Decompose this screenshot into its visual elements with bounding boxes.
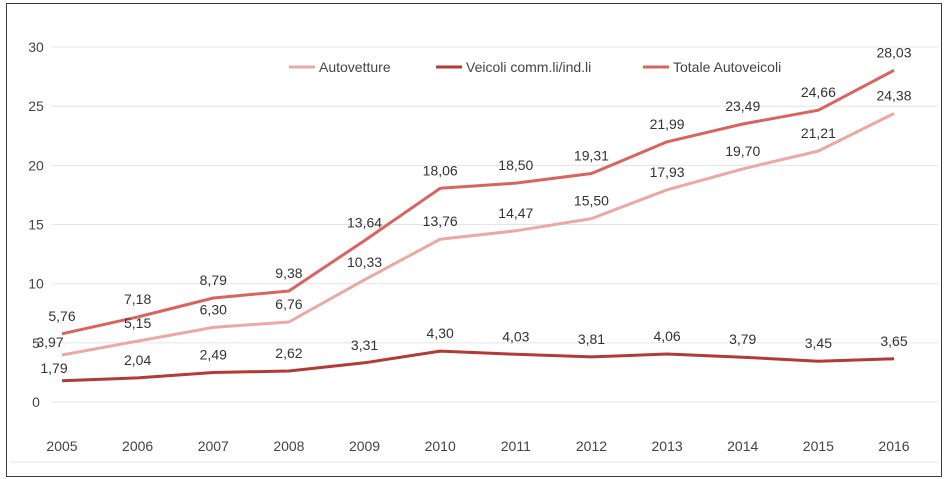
series-line bbox=[61, 112, 895, 357]
data-label: 7,18 bbox=[124, 291, 151, 307]
data-label: 19,70 bbox=[725, 143, 760, 159]
series-line bbox=[61, 349, 895, 383]
legend-label: Autovetture bbox=[319, 59, 391, 75]
data-label: 23,49 bbox=[725, 98, 760, 114]
data-label: 3,45 bbox=[805, 335, 832, 351]
data-label: 18,50 bbox=[498, 157, 533, 173]
data-label: 6,30 bbox=[200, 301, 227, 317]
series-line bbox=[61, 68, 895, 336]
data-label: 2,62 bbox=[275, 345, 302, 361]
data-label: 2,49 bbox=[200, 347, 227, 363]
y-tick-label: 0 bbox=[32, 394, 40, 410]
data-label: 14,47 bbox=[498, 205, 533, 221]
x-tick-label: 2015 bbox=[803, 438, 834, 454]
chart-frame bbox=[6, 3, 942, 477]
data-label: 5,15 bbox=[124, 315, 151, 331]
x-tick-label: 2014 bbox=[727, 438, 758, 454]
data-label: 3,31 bbox=[351, 337, 378, 353]
x-tick-label: 2010 bbox=[425, 438, 456, 454]
data-label: 21,99 bbox=[650, 116, 685, 132]
data-label: 24,38 bbox=[876, 88, 911, 104]
data-label: 4,30 bbox=[427, 325, 454, 341]
data-label: 15,50 bbox=[574, 193, 609, 209]
data-label: 18,06 bbox=[423, 162, 458, 178]
x-tick-label: 2011 bbox=[501, 438, 531, 454]
data-label: 4,03 bbox=[502, 328, 529, 344]
y-tick-label: 15 bbox=[28, 217, 44, 233]
data-label: 21,21 bbox=[801, 125, 836, 141]
data-label: 8,79 bbox=[200, 272, 227, 288]
data-label: 4,06 bbox=[653, 328, 680, 344]
data-label: 2,04 bbox=[124, 352, 151, 368]
data-label: 3,97 bbox=[36, 334, 63, 350]
y-tick-label: 20 bbox=[28, 157, 44, 173]
x-tick-label: 2013 bbox=[652, 438, 683, 454]
x-tick-label: 2007 bbox=[198, 438, 229, 454]
data-label: 9,38 bbox=[275, 265, 302, 281]
legend-label: Veicoli comm.li/ind.li bbox=[466, 59, 591, 75]
data-label: 6,76 bbox=[275, 296, 302, 312]
data-label: 28,03 bbox=[876, 44, 911, 60]
data-label: 19,31 bbox=[574, 147, 609, 163]
data-label: 10,33 bbox=[347, 254, 382, 270]
legend-label: Totale Autoveicoli bbox=[673, 59, 781, 75]
data-label: 13,64 bbox=[347, 215, 382, 231]
x-tick-label: 2009 bbox=[349, 438, 380, 454]
data-label: 17,93 bbox=[650, 164, 685, 180]
data-label: 24,66 bbox=[801, 84, 836, 100]
data-label: 1,79 bbox=[40, 360, 67, 376]
data-label: 3,65 bbox=[880, 333, 907, 349]
x-tick-label: 2005 bbox=[46, 438, 77, 454]
x-tick-label: 2016 bbox=[878, 438, 909, 454]
x-tick-label: 2006 bbox=[122, 438, 153, 454]
x-tick-label: 2008 bbox=[273, 438, 304, 454]
x-tick-label: 2012 bbox=[576, 438, 607, 454]
y-tick-label: 10 bbox=[28, 276, 44, 292]
data-label: 3,81 bbox=[578, 331, 605, 347]
data-label: 13,76 bbox=[423, 213, 458, 229]
data-label: 5,76 bbox=[48, 308, 75, 324]
y-tick-label: 25 bbox=[28, 98, 44, 114]
data-label: 3,79 bbox=[729, 331, 756, 347]
y-tick-label: 5 bbox=[32, 335, 40, 351]
y-tick-label: 30 bbox=[28, 39, 44, 55]
